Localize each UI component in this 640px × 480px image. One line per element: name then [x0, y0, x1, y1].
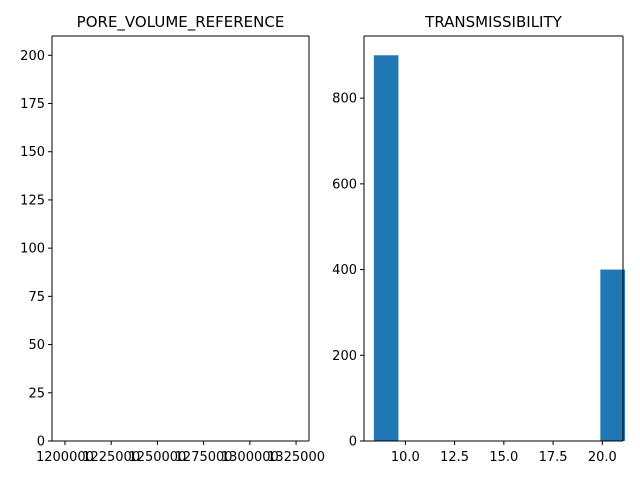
histogram-bar	[373, 55, 399, 442]
x-tick-label: 1275000	[175, 450, 233, 465]
y-tick-label: 100	[20, 242, 45, 257]
x-tick-label: 1225000	[82, 450, 140, 465]
x-tick-label: 15.0	[489, 450, 518, 465]
x-tick-label: 1200000	[36, 450, 94, 465]
x-tick-label: 1250000	[128, 450, 186, 465]
y-tick-label: 125	[20, 193, 45, 208]
y-tick-label: 200	[332, 349, 357, 364]
y-tick-label: 25	[28, 386, 45, 401]
x-tick-label: 10.0	[391, 450, 420, 465]
y-tick-label: 800	[332, 92, 357, 107]
x-tick-label: 12.5	[440, 450, 469, 465]
y-tick-label: 150	[20, 145, 45, 160]
chart-title: PORE_VOLUME_REFERENCE	[77, 13, 285, 32]
y-tick-label: 0	[349, 435, 357, 450]
y-tick-label: 75	[28, 290, 45, 305]
y-tick-label: 50	[28, 338, 45, 353]
y-tick-label: 0	[37, 435, 45, 450]
y-tick-label: 400	[332, 263, 357, 278]
x-tick-label: 20.0	[588, 450, 617, 465]
x-tick-label: 17.5	[539, 450, 568, 465]
x-tick-label: 1300000	[221, 450, 279, 465]
y-tick-label: 600	[332, 177, 357, 192]
x-tick-label: 1325000	[267, 450, 325, 465]
chart-title: TRANSMISSIBILITY	[424, 13, 562, 31]
y-tick-label: 175	[20, 97, 45, 112]
histogram-bar	[600, 269, 625, 441]
chart-panel-pore-volume-reference: 0 25 50 75 100 125 150 175 200 120000012250001250…	[20, 13, 325, 465]
chart-panel-transmissibility: 0 200 400 600 800 10.0 12.5 15.0 17.5 20.0 TRANSMI…	[332, 13, 625, 465]
y-tick-label: 200	[20, 49, 45, 64]
